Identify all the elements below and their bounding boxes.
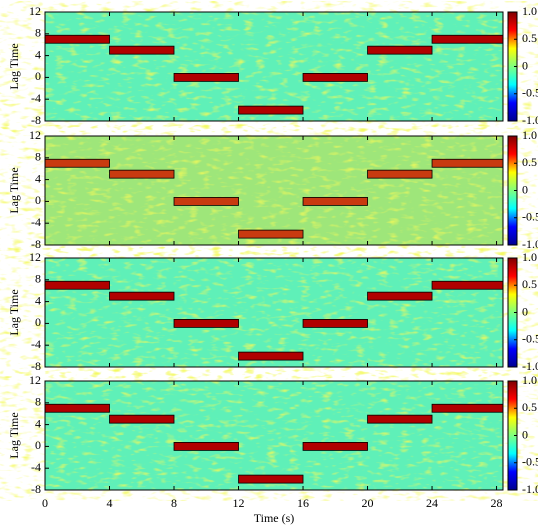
x-tick-label: 24 bbox=[426, 496, 438, 510]
colorbar-tick-label: 1.0 bbox=[522, 250, 537, 264]
plot-frame bbox=[44, 380, 504, 491]
lag-band bbox=[431, 280, 504, 290]
texture bbox=[45, 381, 503, 490]
x-axis-label: Time (s) bbox=[254, 511, 295, 525]
lag-band bbox=[302, 318, 368, 328]
plot-frame bbox=[44, 257, 504, 368]
lag-band bbox=[44, 158, 110, 168]
y-tick-label: -8 bbox=[31, 482, 41, 496]
lag-band bbox=[367, 45, 433, 55]
texture bbox=[45, 136, 503, 245]
y-axis-label: Lag Time bbox=[7, 289, 21, 335]
y-tick-label: 4 bbox=[35, 171, 41, 185]
lag-band bbox=[44, 34, 110, 44]
lag-band bbox=[109, 291, 175, 301]
colorbar-tick-label: -0.5 bbox=[522, 210, 538, 224]
x-tick-label: 28 bbox=[491, 496, 503, 510]
lag-band bbox=[238, 474, 304, 484]
plot-frame bbox=[44, 135, 504, 246]
y-tick-label: -8 bbox=[31, 237, 41, 251]
colorbar-tick-label: 0.5 bbox=[522, 400, 537, 414]
lag-band bbox=[173, 318, 239, 328]
texture bbox=[45, 258, 503, 367]
x-tick-label: 20 bbox=[362, 496, 374, 510]
x-tick-label: 16 bbox=[297, 496, 309, 510]
y-tick-label: 0 bbox=[35, 438, 41, 452]
lag-band bbox=[431, 34, 504, 44]
y-tick-label: -4 bbox=[31, 460, 41, 474]
y-tick-label: 12 bbox=[29, 128, 41, 142]
colorbar-tick-label: -1.0 bbox=[522, 482, 538, 496]
y-axis-label: Lag Time bbox=[7, 43, 21, 89]
y-tick-label: 4 bbox=[35, 416, 41, 430]
colorbar-tick-label: -0.5 bbox=[522, 455, 538, 469]
y-tick-label: 8 bbox=[35, 272, 41, 286]
lag-band bbox=[173, 441, 239, 451]
lag-band bbox=[238, 105, 304, 115]
y-tick-label: 8 bbox=[35, 26, 41, 40]
y-tick-label: 0 bbox=[35, 315, 41, 329]
plot-frame bbox=[44, 11, 504, 122]
colorbar-tick-label: 1.0 bbox=[522, 4, 537, 18]
colorbar-tick-label: -1.0 bbox=[522, 113, 538, 127]
y-tick-label: 0 bbox=[35, 193, 41, 207]
lag-band bbox=[109, 414, 175, 424]
colorbar-tick-label: 0.5 bbox=[522, 155, 537, 169]
lag-band bbox=[302, 73, 368, 82]
y-tick-label: 12 bbox=[29, 250, 41, 264]
lag-band bbox=[302, 441, 368, 451]
lag-band bbox=[173, 73, 239, 82]
colorbar-tick-label: 0 bbox=[522, 427, 528, 441]
lag-band bbox=[367, 169, 433, 179]
colorbar-tick-label: -1.0 bbox=[522, 237, 538, 251]
x-tick-label: 0 bbox=[42, 496, 48, 510]
lag-band bbox=[109, 169, 175, 179]
lag-band bbox=[238, 351, 304, 361]
y-tick-label: -8 bbox=[31, 113, 41, 127]
colorbar-tick-label: -1.0 bbox=[522, 359, 538, 373]
y-tick-label: -4 bbox=[31, 215, 41, 229]
lag-band bbox=[302, 196, 368, 206]
lag-band bbox=[238, 229, 304, 239]
texture bbox=[45, 12, 503, 121]
y-tick-label: 12 bbox=[29, 4, 41, 18]
y-axis-label: Lag Time bbox=[7, 167, 21, 213]
colorbar-tick-label: 0 bbox=[522, 182, 528, 196]
colorbar-tick-label: 0 bbox=[522, 304, 528, 318]
y-tick-label: -8 bbox=[31, 359, 41, 373]
colorbar-tick-label: 0.5 bbox=[522, 31, 537, 45]
colorbar-tick-label: -0.5 bbox=[522, 332, 538, 346]
y-tick-label: 8 bbox=[35, 395, 41, 409]
y-tick-label: 4 bbox=[35, 293, 41, 307]
y-tick-label: 0 bbox=[35, 69, 41, 83]
x-tick-label: 12 bbox=[233, 496, 245, 510]
colorbar-tick-label: 0.5 bbox=[522, 277, 537, 291]
y-tick-label: 4 bbox=[35, 47, 41, 61]
lag-band bbox=[431, 158, 504, 168]
x-tick-label: 8 bbox=[171, 496, 177, 510]
y-axis-label: Lag Time bbox=[7, 412, 21, 458]
colorbar-tick-label: 1.0 bbox=[522, 128, 537, 142]
lag-band bbox=[109, 45, 175, 55]
colorbar-tick-label: -0.5 bbox=[522, 86, 538, 100]
lag-band bbox=[367, 291, 433, 301]
y-tick-label: -4 bbox=[31, 91, 41, 105]
y-tick-label: 8 bbox=[35, 150, 41, 164]
lag-band bbox=[44, 403, 110, 413]
y-tick-label: -4 bbox=[31, 337, 41, 351]
lag-band bbox=[44, 280, 110, 290]
colorbar-tick-label: 1.0 bbox=[522, 373, 537, 387]
y-tick-label: 12 bbox=[29, 373, 41, 387]
lag-band bbox=[367, 414, 433, 424]
colorbar-tick-label: 0 bbox=[522, 58, 528, 72]
lag-band bbox=[431, 403, 504, 413]
x-tick-label: 4 bbox=[107, 496, 113, 510]
lag-band bbox=[173, 196, 239, 206]
